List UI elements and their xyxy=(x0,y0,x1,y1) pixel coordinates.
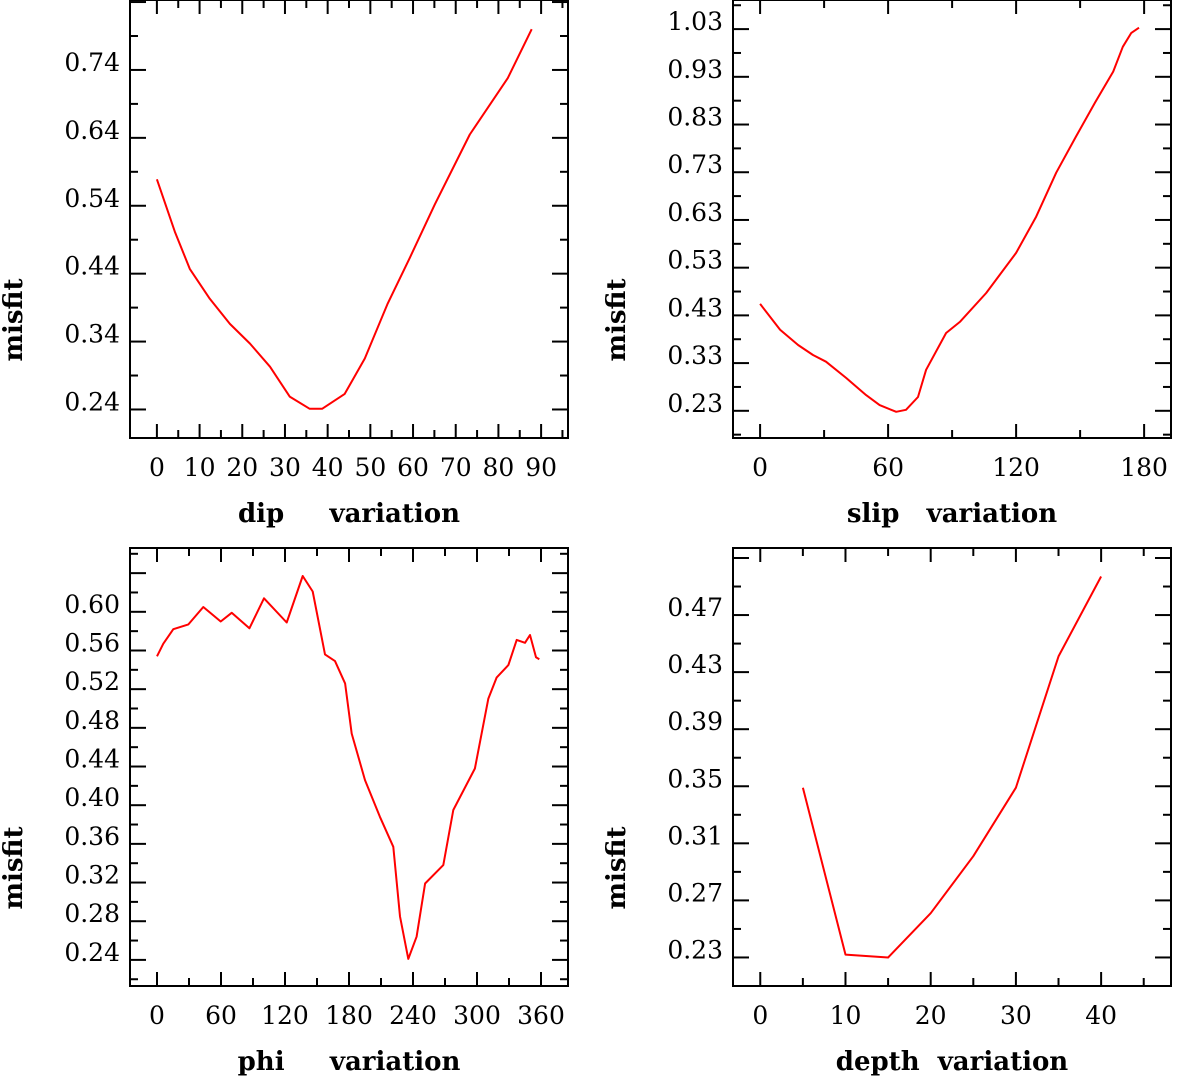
y-tick-label: 0.34 xyxy=(64,320,120,349)
x-tick-label: 20 xyxy=(226,453,258,482)
y-tick-label: 0.23 xyxy=(667,935,723,964)
plot-frame xyxy=(732,0,1172,439)
x-tick-label: 40 xyxy=(1085,1001,1117,1030)
depth-panel: 0 10 20 30 40 0.23 0.27 0.31 0.35 0.39 0.43 0.47 dep… xyxy=(602,547,1172,1076)
x-tick-label: 120 xyxy=(261,1001,309,1030)
y-tick-label: 0.36 xyxy=(64,822,120,851)
x-tick-label: 0 xyxy=(149,1001,165,1030)
y-axis-label: misfit xyxy=(0,827,29,910)
y-axis-label: misfit xyxy=(602,279,632,362)
x-tick-label: 40 xyxy=(312,453,344,482)
y-tick-label: 0.64 xyxy=(64,116,120,145)
y-tick-label: 0.73 xyxy=(667,150,723,179)
y-tick-label: 0.54 xyxy=(64,184,120,213)
x-tick-label: 120 xyxy=(992,453,1040,482)
slip-panel: 0 60 120 180 0.23 0.33 0.43 0.53 0.63 0.73 0.83 0.9… xyxy=(602,0,1172,529)
plot-frame xyxy=(732,547,1172,987)
y-axis-label: misfit xyxy=(602,827,632,910)
plot-frame xyxy=(129,0,569,439)
x-tick-label: 60 xyxy=(205,1001,237,1030)
x-tick-label: 180 xyxy=(1120,453,1168,482)
y-tick-label: 0.60 xyxy=(64,590,120,619)
x-tick-label: 10 xyxy=(184,453,216,482)
y-axis-label: misfit xyxy=(0,279,29,362)
x-axis-label: phi variation xyxy=(238,1047,461,1076)
y-tick-label: 0.39 xyxy=(667,707,723,736)
x-tick-label: 0 xyxy=(149,453,165,482)
phi-misfit-line xyxy=(156,575,540,960)
x-tick-label: 30 xyxy=(1000,1001,1032,1030)
y-tick-label: 0.35 xyxy=(667,764,723,793)
x-tick-label: 0 xyxy=(752,453,768,482)
x-tick-label: 180 xyxy=(325,1001,373,1030)
dip-panel: 0 10 20 30 40 50 60 70 80 90 0.24 0.34 0.44 0.54 0.64 0… xyxy=(0,0,569,529)
x-tick-label: 300 xyxy=(453,1001,501,1030)
x-tick-label: 0 xyxy=(752,1001,768,1030)
depth-misfit-line xyxy=(801,576,1102,959)
y-tick-label: 0.43 xyxy=(667,650,723,679)
y-tick-label: 0.47 xyxy=(667,593,723,622)
plot-frame xyxy=(129,547,569,987)
x-axis-label: dip variation xyxy=(238,499,460,529)
y-tick-label: 0.53 xyxy=(667,246,723,275)
y-tick-label: 0.28 xyxy=(64,899,120,928)
y-tick-label: 0.93 xyxy=(667,55,723,84)
y-tick-label: 0.23 xyxy=(667,389,723,418)
x-tick-label: 60 xyxy=(872,453,904,482)
y-tick-label: 0.24 xyxy=(64,387,120,416)
y-tick-label: 0.27 xyxy=(667,878,723,907)
y-tick-label: 0.40 xyxy=(64,783,120,812)
x-tick-label: 20 xyxy=(915,1001,947,1030)
y-tick-label: 0.44 xyxy=(64,252,120,281)
y-tick-label: 0.43 xyxy=(667,293,723,322)
y-tick-label: 0.48 xyxy=(64,706,120,735)
phi-panel: 0 60 120 180 240 300 360 0.24 0.28 0.32 0.36 0.40 0.… xyxy=(0,547,569,1076)
x-tick-label: 10 xyxy=(830,1001,862,1030)
x-axis-label: slip variation xyxy=(847,499,1057,529)
x-tick-label: 70 xyxy=(440,453,472,482)
y-tick-label: 0.44 xyxy=(64,745,120,774)
x-tick-label: 360 xyxy=(517,1001,565,1030)
x-axis-label: depth variation xyxy=(836,1047,1069,1076)
x-tick-label: 30 xyxy=(269,453,301,482)
slip-misfit-line xyxy=(759,26,1140,413)
y-tick-label: 0.83 xyxy=(667,103,723,132)
x-tick-label: 60 xyxy=(397,453,429,482)
y-tick-label: 0.24 xyxy=(64,938,120,967)
x-tick-label: 50 xyxy=(354,453,386,482)
y-tick-label: 0.31 xyxy=(667,821,723,850)
x-tick-label: 80 xyxy=(483,453,515,482)
y-tick-label: 1.03 xyxy=(667,7,723,36)
x-tick-label: 90 xyxy=(525,453,557,482)
y-tick-label: 0.33 xyxy=(667,341,723,370)
y-tick-label: 0.56 xyxy=(64,628,120,657)
dip-misfit-line xyxy=(155,28,533,410)
x-tick-label: 240 xyxy=(389,1001,437,1030)
y-tick-label: 0.32 xyxy=(64,861,120,890)
y-tick-label: 0.63 xyxy=(667,198,723,227)
y-tick-label: 0.74 xyxy=(64,48,120,77)
y-tick-label: 0.52 xyxy=(64,667,120,696)
